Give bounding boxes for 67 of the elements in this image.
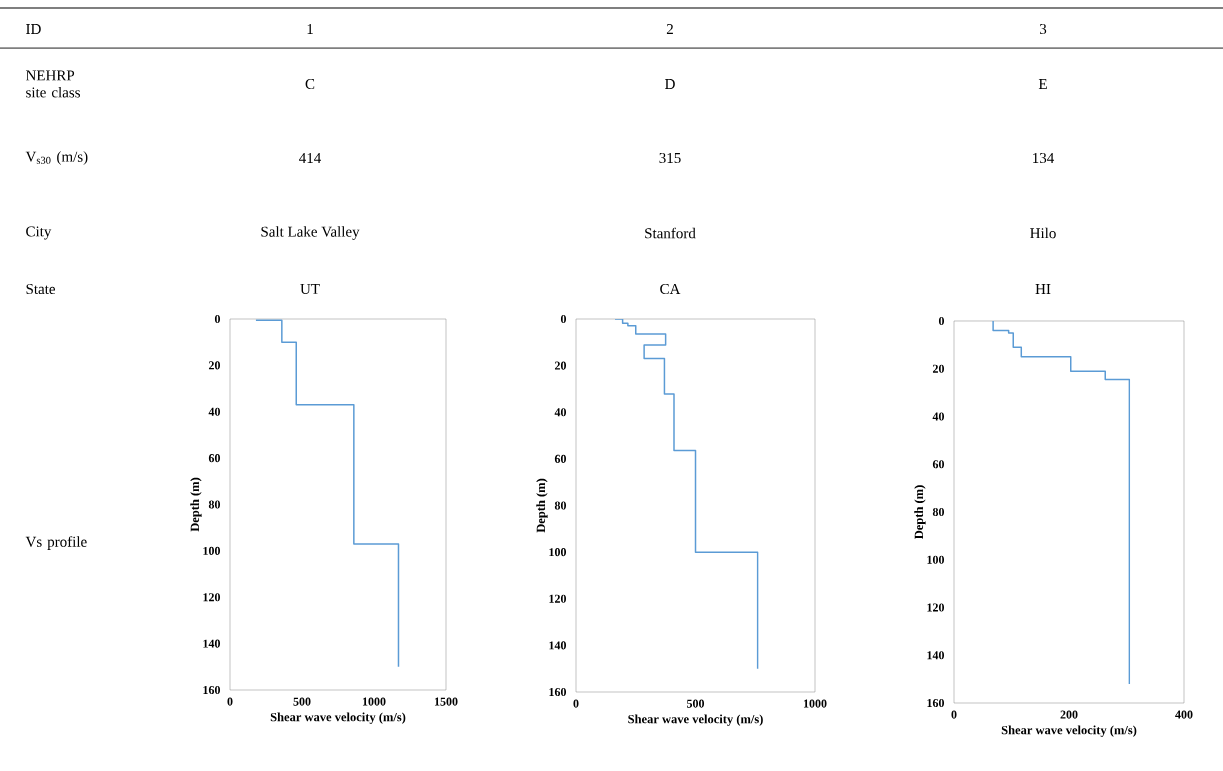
- y-tick-label: 40: [554, 408, 567, 417]
- y-tick-label: 80: [932, 507, 945, 517]
- x-tick-label: 500: [293, 697, 311, 706]
- x-tick-label: 0: [573, 699, 579, 708]
- y-tick-label: 60: [932, 460, 945, 469]
- text: 2: [666, 24, 673, 34]
- y-axis-title: Depth (m): [190, 477, 202, 532]
- x-tick-label: 1000: [362, 697, 386, 706]
- y-tick-label: 140: [927, 651, 945, 660]
- text: Hilo: [1030, 227, 1056, 239]
- line-series: [992, 321, 1131, 685]
- y-tick-label: 100: [927, 555, 945, 564]
- x-tick-label: 500: [687, 699, 705, 708]
- text: 315: [659, 152, 681, 164]
- y-tick-label: 20: [554, 361, 567, 370]
- y-tick-label: 100: [549, 548, 567, 557]
- x-tick-label: 200: [1060, 710, 1078, 719]
- x-tick-label: 0: [227, 697, 233, 706]
- x-axis-title: Shear wave velocity (m/s): [628, 714, 763, 726]
- x-axis-title: Shear wave velocity (m/s): [270, 712, 406, 724]
- text: Vs profile: [25, 536, 87, 550]
- text: UT: [300, 284, 320, 294]
- text: 134: [1033, 152, 1055, 164]
- y-tick-label: 20: [208, 361, 221, 370]
- y-tick-label: 160: [549, 687, 567, 697]
- text: Stanford: [645, 227, 696, 239]
- x-tick-label: 0: [951, 710, 957, 719]
- y-tick-label: 20: [932, 364, 945, 373]
- y-tick-label: 120: [549, 594, 567, 603]
- y-axis-title: Depth (m): [536, 478, 548, 533]
- y-tick-label: 40: [932, 412, 945, 421]
- y-tick-label: 0: [938, 316, 945, 326]
- text: NEHRP site class: [25, 70, 80, 98]
- x-tick-label: 400: [1175, 710, 1193, 719]
- y-tick-label: 60: [554, 454, 567, 463]
- y-tick-label: 40: [208, 407, 221, 416]
- y-tick-label: 0: [214, 314, 221, 324]
- text: V$_{s30}$ (m/s): [25, 151, 88, 165]
- text: C: [305, 78, 315, 90]
- y-tick-label: 140: [549, 641, 567, 650]
- text: ID: [26, 24, 41, 34]
- y-tick-label: 140: [203, 639, 221, 648]
- text: 1: [307, 24, 313, 34]
- text: D: [665, 79, 675, 89]
- x-tick-label: 1000: [803, 699, 827, 708]
- y-tick-label: 80: [208, 500, 221, 509]
- x-tick-label: 1500: [434, 697, 458, 706]
- y-axis-title: Depth (m): [914, 485, 926, 540]
- y-tick-label: 80: [554, 501, 567, 510]
- y-tick-label: 160: [203, 685, 221, 695]
- y-tick-label: 120: [927, 603, 945, 612]
- y-tick-label: 0: [560, 314, 567, 324]
- line-series: [255, 319, 400, 668]
- y-tick-label: 100: [203, 546, 221, 555]
- y-tick-label: 160: [927, 698, 945, 708]
- text: 414: [299, 153, 322, 163]
- y-tick-label: 60: [208, 454, 221, 463]
- y-tick-label: 120: [203, 593, 221, 602]
- text: City: [26, 226, 52, 240]
- text: 3: [1039, 23, 1047, 35]
- text: State: [26, 283, 56, 295]
- text: E: [1038, 79, 1047, 89]
- text: HI: [1035, 284, 1051, 294]
- x-axis-title: Shear wave velocity (m/s): [1001, 725, 1137, 737]
- text: CA: [660, 283, 681, 295]
- text: Salt Lake Valley: [261, 226, 360, 240]
- line-series: [614, 319, 759, 670]
